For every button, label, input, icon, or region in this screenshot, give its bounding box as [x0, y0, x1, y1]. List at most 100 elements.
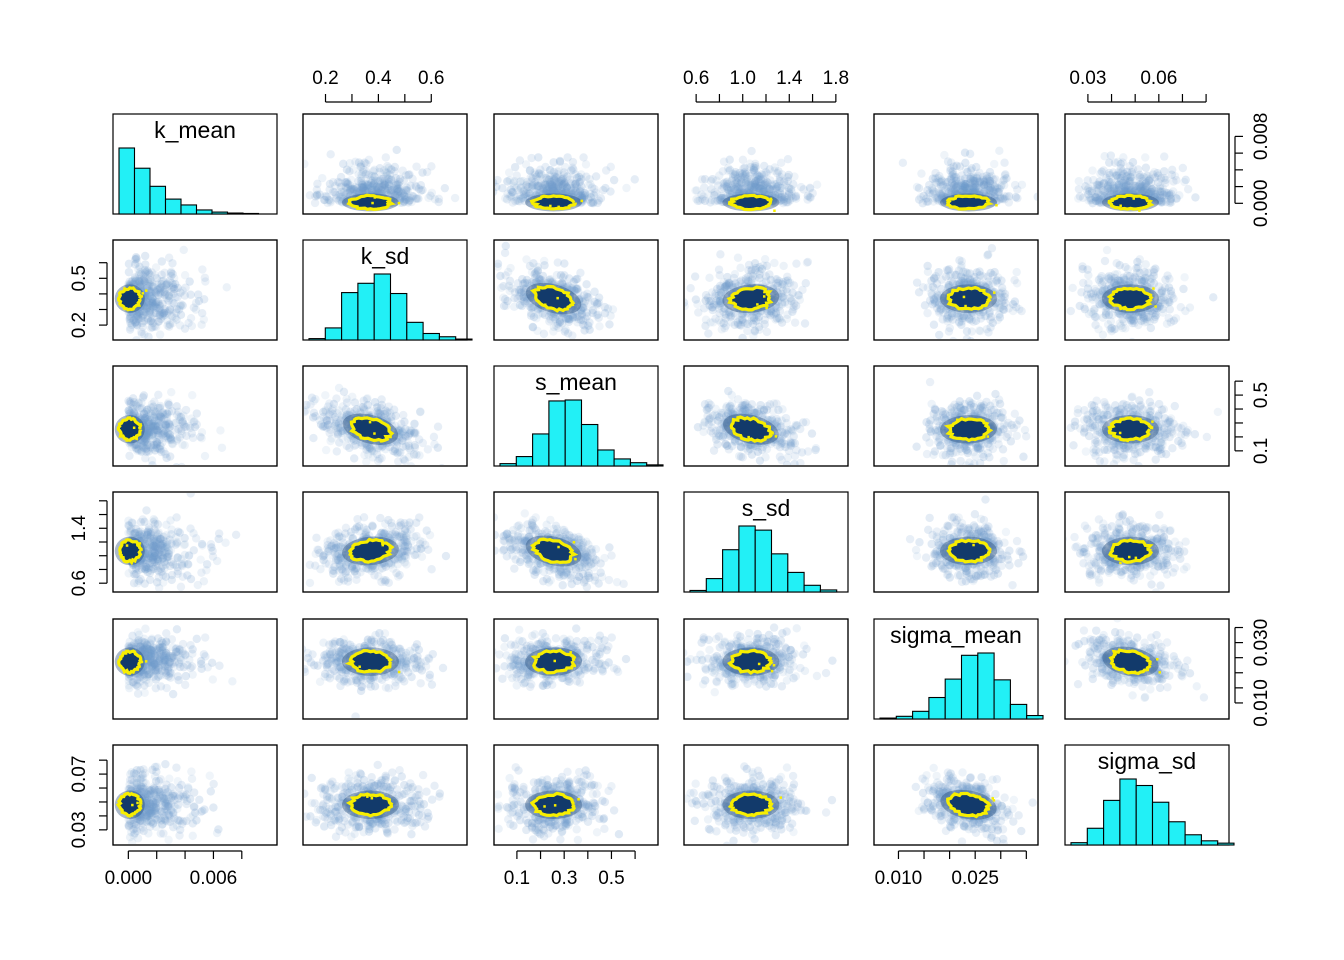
sample-point — [141, 454, 150, 463]
sample-point — [396, 198, 405, 207]
outlier-dot — [763, 295, 766, 298]
sample-point — [380, 180, 389, 189]
sample-point — [164, 407, 174, 416]
sample-point — [730, 170, 739, 179]
sample-point — [1084, 196, 1093, 205]
sample-point — [731, 182, 741, 192]
sample-point — [586, 189, 595, 199]
sample-point — [171, 313, 180, 323]
sample-point — [1109, 325, 1119, 334]
sample-point — [935, 290, 944, 299]
sample-point — [1121, 179, 1131, 189]
sample-point — [139, 271, 148, 280]
sample-point — [749, 185, 758, 194]
sample-point — [510, 162, 520, 172]
sample-point — [141, 260, 150, 269]
sample-point — [1126, 187, 1135, 196]
sample-point — [1157, 295, 1166, 305]
sample-point — [1144, 189, 1153, 198]
sample-point — [966, 311, 976, 320]
sample-point — [591, 172, 601, 181]
sample-point — [994, 187, 1004, 197]
outlier-dot — [141, 292, 144, 295]
outlier-dot — [974, 195, 978, 199]
sample-point — [1135, 255, 1144, 264]
sample-point — [577, 192, 587, 201]
sample-point — [1129, 187, 1139, 197]
sample-point — [963, 167, 972, 177]
sample-point — [779, 280, 788, 289]
sample-point — [1068, 283, 1077, 293]
sample-point — [132, 320, 142, 329]
sample-point — [126, 399, 135, 408]
sample-point — [787, 296, 796, 306]
sample-point — [756, 174, 765, 183]
sample-point — [944, 265, 954, 274]
sample-point — [362, 181, 372, 191]
sample-point — [200, 295, 209, 304]
sample-point — [132, 279, 141, 289]
sample-point — [125, 277, 134, 286]
sample-point — [582, 312, 592, 321]
sample-point — [1110, 278, 1119, 288]
sample-point — [155, 310, 164, 320]
sample-point — [144, 419, 154, 429]
sample-point — [746, 162, 755, 172]
sample-point — [738, 315, 748, 324]
sample-point — [189, 417, 198, 427]
sample-point — [962, 185, 971, 194]
sample-point — [519, 287, 529, 297]
sample-point — [578, 193, 587, 203]
sample-point — [130, 440, 139, 450]
sample-point — [593, 310, 602, 319]
sample-point — [1118, 315, 1127, 324]
sample-point — [153, 285, 162, 294]
sample-point — [1139, 313, 1148, 322]
sample-point — [533, 181, 542, 190]
sample-point — [133, 446, 142, 455]
sample-point — [168, 440, 177, 449]
sample-point — [146, 275, 155, 285]
sample-point — [151, 430, 161, 439]
sample-point — [945, 271, 954, 281]
sample-point — [176, 302, 185, 311]
sample-point — [771, 184, 781, 194]
sample-point — [427, 188, 437, 197]
sample-point — [982, 179, 991, 188]
sample-point — [733, 281, 742, 291]
sample-point — [145, 427, 154, 436]
sample-point — [774, 167, 783, 176]
sample-point — [335, 194, 345, 204]
sample-point — [585, 325, 594, 335]
sample-point — [949, 181, 958, 190]
sample-point — [938, 191, 947, 200]
sample-point — [1102, 173, 1111, 182]
sample-point — [726, 311, 736, 320]
sample-point — [187, 321, 197, 331]
sample-point — [385, 408, 395, 417]
sample-point — [737, 279, 746, 289]
sample-point — [783, 276, 792, 285]
sample-point — [1125, 178, 1134, 187]
sample-point — [131, 275, 140, 284]
sample-point — [139, 440, 148, 449]
sample-point — [544, 182, 553, 191]
sample-point — [777, 289, 786, 298]
sample-point — [400, 197, 409, 207]
sample-point — [1093, 288, 1103, 297]
sample-point — [735, 179, 745, 189]
sample-point — [1132, 268, 1142, 278]
sample-point — [364, 442, 374, 452]
sample-point — [1128, 165, 1138, 174]
sample-point — [741, 177, 751, 186]
sample-point — [180, 271, 190, 280]
sample-point — [354, 158, 364, 167]
sample-point — [563, 314, 572, 323]
sample-point — [750, 327, 760, 336]
sample-point — [517, 294, 526, 303]
sample-point — [526, 173, 535, 182]
sample-point — [127, 277, 137, 286]
sample-point — [334, 190, 344, 200]
sample-point — [551, 315, 560, 324]
sample-point — [726, 312, 735, 322]
